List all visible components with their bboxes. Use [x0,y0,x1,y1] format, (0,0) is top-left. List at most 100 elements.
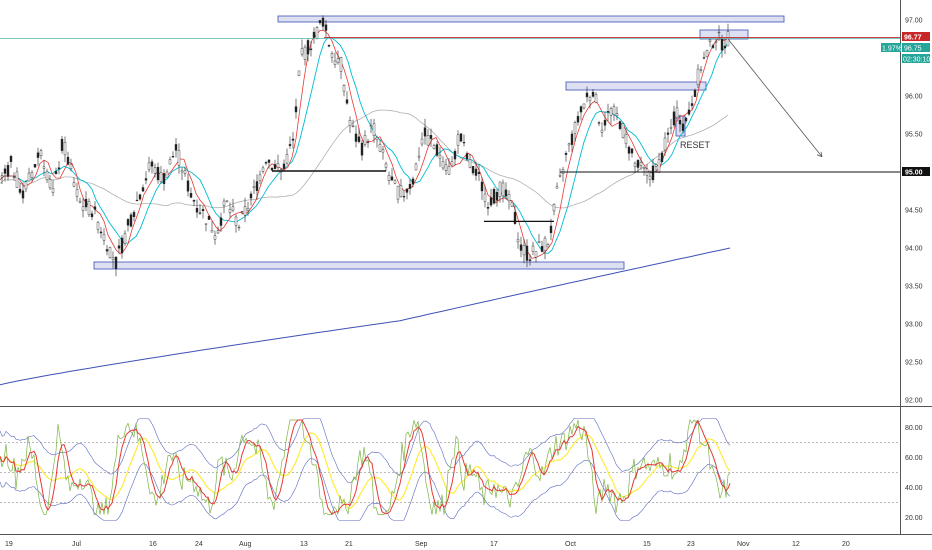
change-badge: 1.97% [881,43,902,53]
candle-body [708,39,712,42]
candle-body [153,167,157,174]
candle-body [78,200,82,203]
candle-body [543,237,547,252]
oscillator-pane[interactable] [0,418,900,521]
candle-body [621,123,625,138]
candle-body [177,150,181,166]
candle-body [537,240,541,243]
candle-body [138,194,142,200]
level-zone [277,15,785,23]
candle-body [651,165,655,181]
candle-body [714,41,718,43]
candle-body [204,223,208,225]
candle-body [396,185,400,200]
candle-body [105,249,109,252]
candle-body [282,163,286,169]
candle-body [540,246,544,252]
candle-body [0,175,4,178]
candle-body [699,69,703,71]
candle-body [198,212,202,214]
candle-body [675,107,679,118]
candle-body [468,159,472,168]
time-axis[interactable]: 19 Jul 16 24 Aug 13 21 Sep 17 Oct 15 23 Nov 12 20 [5,541,850,548]
candle-body [576,116,580,123]
price-axis[interactable]: 97.0096.5096.0095.5095.0094.5094.0093.50… [905,18,923,405]
candle-body [711,45,715,48]
candle-body [333,60,337,65]
projection-arrowhead [816,151,823,158]
candle-body [414,163,418,171]
candle-body [678,119,682,125]
candle-body [342,84,346,92]
candle-body [705,50,709,57]
candle-body [372,123,376,136]
candle-body [201,209,205,212]
time-tick-label: 19 [5,541,13,548]
candle-body [324,24,328,31]
candle-body [57,167,61,170]
candle-body [591,91,595,97]
candle-body [549,225,553,234]
candle-body [246,207,250,211]
candle-body [399,185,403,198]
candle-body [723,45,727,49]
candle-body [462,141,466,144]
candle-body [39,150,43,157]
time-tick-label: Jul [72,541,81,548]
support-badge: 95.00 [902,167,930,177]
candle-body [681,123,685,131]
candle-body [567,143,571,146]
candle-body [690,103,694,106]
candle-body [405,188,409,193]
candle-body [630,148,634,154]
candle-body [84,198,88,208]
candle-body [672,111,676,126]
candle-body [642,167,646,170]
candle-body [669,127,673,129]
candle-body [231,206,235,211]
price-tick-label: 93.00 [905,322,923,329]
candle-body [147,162,151,170]
horizontal-levels [0,37,900,222]
candle-body [453,150,457,160]
time-tick-label: 15 [643,541,651,548]
candle-body [270,168,274,171]
candle-body [381,149,385,153]
candle-body [429,134,433,139]
candle-body [612,106,616,115]
candle-body [660,152,664,163]
candle-body [264,162,268,164]
price-tick-label: 92.00 [905,398,923,405]
candle-body [87,201,91,215]
candle-body [513,211,517,224]
svg-text:95.00: 95.00 [905,170,923,177]
candle-body [600,129,604,133]
projection-line [727,38,823,158]
candle-body [354,133,358,142]
candle-body [519,244,523,251]
candle-body [552,203,556,212]
candle-body [585,92,589,98]
time-tick-label: 21 [345,541,353,548]
time-tick-label: 12 [792,541,800,548]
candle-body [24,181,28,190]
candle-body [378,144,382,152]
time-tick-label: Nov [737,541,750,548]
candle-body [582,103,586,109]
candle-body [702,57,706,59]
candle-body [720,38,724,51]
candle-body [639,162,643,166]
candle-body [165,171,169,178]
candle-body [195,208,199,213]
candle-body [444,164,448,171]
candle-body [579,106,583,113]
candle-body [480,181,484,192]
price-tick-label: 95.50 [905,132,923,139]
countdown-badge: 02:30:10 [902,54,930,64]
candle-body [657,159,661,173]
price-pane[interactable] [0,0,900,406]
candle-body [558,175,562,177]
candle-body [369,125,373,127]
candle-body [348,119,352,126]
